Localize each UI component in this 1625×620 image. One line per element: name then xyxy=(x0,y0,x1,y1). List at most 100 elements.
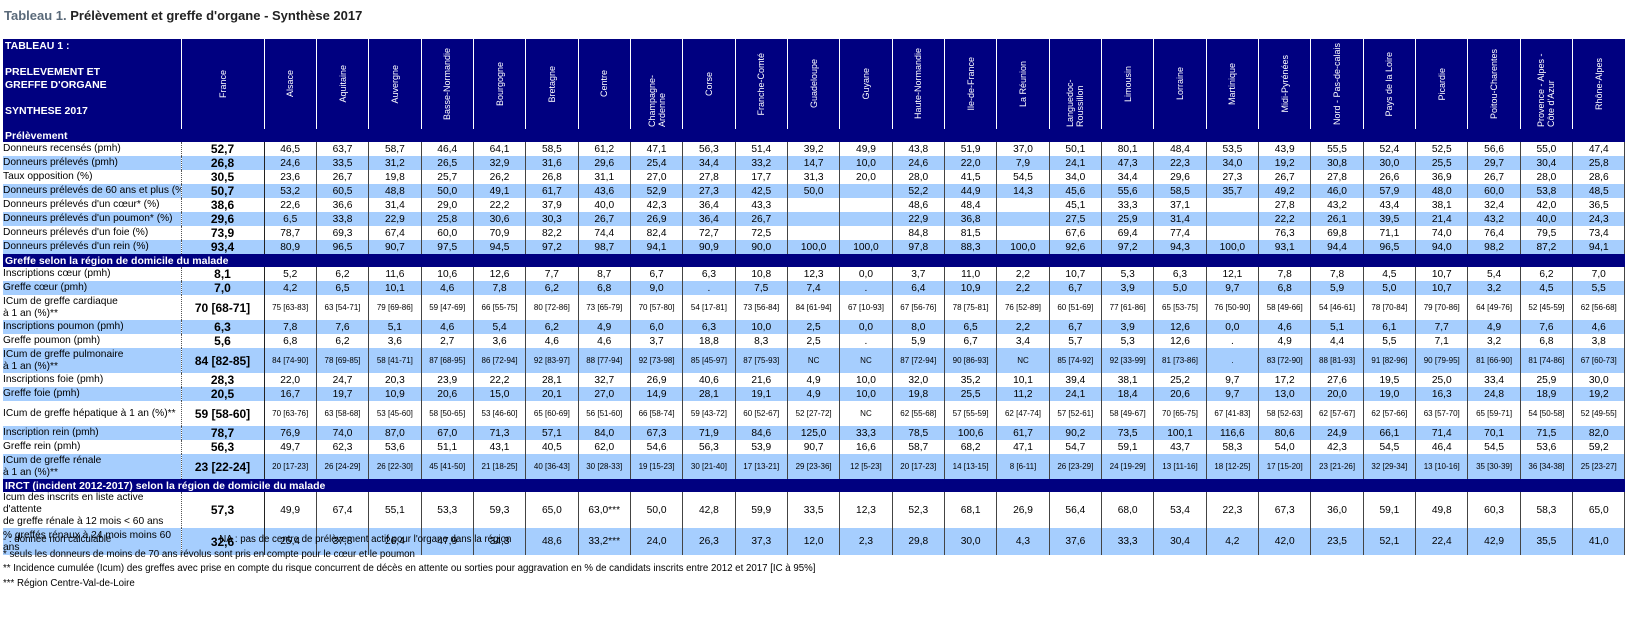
value-cell: 42,0 xyxy=(1520,198,1574,212)
table-row: Greffe poumon (pmh) 5,6 6,8 6,2 3,6 2,7 3,6 4,6… xyxy=(3,334,1625,348)
value-cell: 92,6 xyxy=(1049,240,1103,254)
value-cell: 25,4 xyxy=(264,528,317,555)
value-cell: 100,0 xyxy=(839,240,893,254)
value-cell: 19,8 xyxy=(892,387,945,401)
value-cell: 21,4 xyxy=(1415,212,1469,226)
region-header-label: Alsace xyxy=(285,70,296,98)
value-cell: 4,6 xyxy=(421,281,474,295)
value-cell: 58,3 xyxy=(1520,492,1574,528)
value-cell: 35,5 xyxy=(1520,528,1574,555)
value-cell: 24,1 xyxy=(1049,387,1103,401)
region-header: Guadeloupe xyxy=(786,39,840,129)
value-cell: 10,0 xyxy=(839,387,893,401)
value-cell: 0,0 xyxy=(1206,320,1260,334)
value-cell: 25,7 xyxy=(421,170,474,184)
value-cell: 15,0 xyxy=(473,387,527,401)
value-cell: 22,0 xyxy=(264,373,317,387)
value-cell: 52 [27-72] xyxy=(787,401,841,426)
value-cell: 4,9 xyxy=(787,387,841,401)
value-cell: 60,5 xyxy=(316,184,370,198)
row-label: Inscriptions foie (pmh) xyxy=(3,373,182,387)
value-cell: 25 [23-27] xyxy=(1572,454,1625,479)
row-label: Donneurs prélevés de 60 ans et plus (%) xyxy=(3,184,182,198)
value-cell: 22,2 xyxy=(1258,212,1312,226)
value-cell: 67,4 xyxy=(368,226,422,240)
value-cell: 100,0 xyxy=(1206,240,1260,254)
value-cell: 20,6 xyxy=(421,387,474,401)
value-cell: 63 [54-71] xyxy=(316,295,370,320)
value-cell: 72,5 xyxy=(735,226,788,240)
value-cell: 2,3 xyxy=(839,528,893,555)
value-cell: 27,0 xyxy=(578,387,631,401)
table-row: Icum des inscrits en liste active d'atte… xyxy=(3,492,1625,528)
row-label: Greffe cœur (pmh) xyxy=(3,281,182,295)
region-header-label: Centre xyxy=(599,70,610,98)
value-cell: 6,8 xyxy=(578,281,631,295)
value-cell: 24 [19-29] xyxy=(1101,454,1155,479)
value-cell: 27,8 xyxy=(1258,198,1312,212)
value-cell: 36,4 xyxy=(682,198,736,212)
value-cell: 74,0 xyxy=(1415,226,1469,240)
value-cell: 41,0 xyxy=(1572,528,1625,555)
value-cell: 36,4 xyxy=(682,212,736,226)
value-cell: 59,9 xyxy=(735,492,788,528)
value-cell: 20,1 xyxy=(525,387,579,401)
value-cell: 49,9 xyxy=(264,492,317,528)
value-cell: 58,7 xyxy=(892,440,945,454)
value-cell: 43,2 xyxy=(1467,212,1521,226)
value-cell: 97,2 xyxy=(525,240,579,254)
value-cell: 25,5 xyxy=(1415,156,1469,170)
value-cell: 32,4 xyxy=(1467,198,1521,212)
region-header-label: Rhône-Alpes xyxy=(1594,57,1605,111)
value-cell: 25,9 xyxy=(1520,373,1574,387)
value-cell: 28,1 xyxy=(525,373,579,387)
value-cell: 4,5 xyxy=(1363,267,1417,281)
value-cell: 68,0 xyxy=(1101,492,1155,528)
value-cell: 46,4 xyxy=(1415,440,1469,454)
value-cell: 4,6 xyxy=(1572,320,1625,334)
value-cell: 37,8 xyxy=(316,528,370,555)
value-cell: 30,0 xyxy=(944,528,998,555)
value-cell: 19,2 xyxy=(1258,156,1312,170)
value-cell: 64,1 xyxy=(473,142,527,156)
value-cell: 10,0 xyxy=(839,156,893,170)
value-cell: 90,7 xyxy=(368,240,422,254)
value-cell: 80,9 xyxy=(264,240,317,254)
value-cell: 76,4 xyxy=(1467,226,1521,240)
value-cell: 14,9 xyxy=(630,387,684,401)
value-cell: 17 [15-20] xyxy=(1258,454,1312,479)
value-cell: 61,2 xyxy=(578,142,631,156)
value-cell: 16,7 xyxy=(264,387,317,401)
value-cell: 10,8 xyxy=(735,267,788,281)
value-cell: 100,6 xyxy=(944,426,998,440)
region-header-label: Corse xyxy=(703,71,714,96)
value-cell: 33,4 xyxy=(1467,373,1521,387)
region-header: Franche-Comté xyxy=(734,39,788,129)
value-cell xyxy=(996,198,1050,212)
value-cell: 11,6 xyxy=(368,267,422,281)
value-cell: 18 [12-25] xyxy=(1206,454,1260,479)
footnote-2: * seuls les donneurs de moins de 70 ans … xyxy=(3,548,415,560)
value-cell: 32,9 xyxy=(473,156,527,170)
corner-line-2: PRELEVEMENT ET xyxy=(5,66,101,78)
value-cell: 54,6 xyxy=(630,440,684,454)
value-cell: 63 [58-68] xyxy=(316,401,370,426)
value-cell: 4,9 xyxy=(1258,334,1312,348)
value-cell: 54 [17-81] xyxy=(682,295,736,320)
value-cell: 7,7 xyxy=(525,267,579,281)
value-cell: 26,6 xyxy=(1363,170,1417,184)
value-cell: 94,4 xyxy=(1310,240,1364,254)
value-cell: 56 [51-60] xyxy=(578,401,631,426)
value-cell: 26,9 xyxy=(630,373,684,387)
france-value-cell: 8,1 xyxy=(181,267,265,281)
value-cell: 24,6 xyxy=(264,156,317,170)
value-cell: 21,6 xyxy=(735,373,788,387)
value-cell: 125,0 xyxy=(787,426,841,440)
header-row: TABLEAU 1 : PRELEVEMENT ET GREFFE D'ORGA… xyxy=(3,39,1625,129)
value-cell: 58 [49-67] xyxy=(1101,401,1155,426)
value-cell: 34,0 xyxy=(1206,156,1260,170)
table-row: Donneurs prélevés d'un cœur* (%) 38,6 22,6… xyxy=(3,198,1625,212)
value-cell: 12,3 xyxy=(787,267,841,281)
value-cell: 10,7 xyxy=(1415,267,1469,281)
value-cell: 17,2 xyxy=(1258,373,1312,387)
